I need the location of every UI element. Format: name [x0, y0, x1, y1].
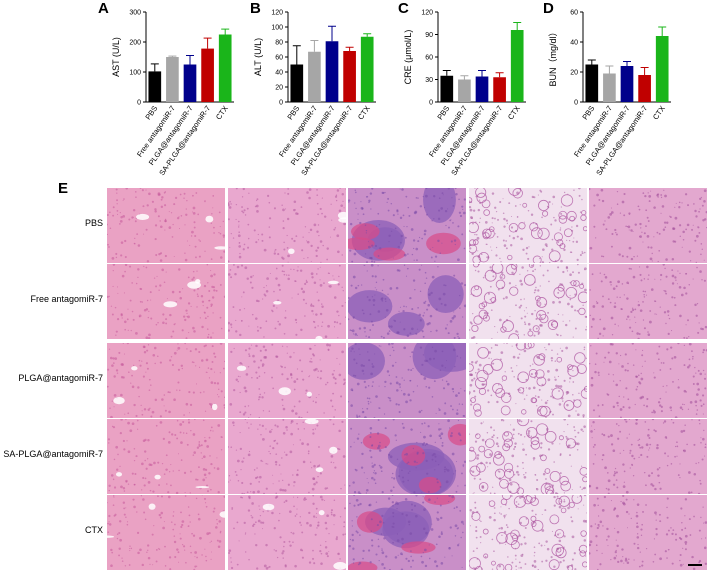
y-tick-label: 100 [271, 25, 283, 32]
bar [655, 36, 669, 102]
y-axis-label: ALT (U/L) [253, 38, 263, 76]
y-axis-label: AST (U/L) [111, 37, 121, 77]
histology-row-label: PBS [84, 218, 103, 228]
histology-image [589, 419, 707, 494]
panel-label-d: D [543, 0, 554, 17]
y-tick-label: 0 [137, 100, 141, 107]
histology-image [589, 495, 707, 570]
histology-image [469, 495, 587, 570]
y-axis-label: BUN（mg/dl） [548, 27, 558, 86]
bar [360, 36, 374, 102]
bar [510, 30, 524, 102]
histology-image [589, 188, 707, 263]
y-tick-label: 60 [425, 55, 433, 62]
histology-image [228, 188, 346, 263]
y-tick-label: 120 [271, 10, 283, 17]
bar [638, 75, 651, 102]
bar [475, 76, 489, 102]
y-tick-label: 60 [570, 10, 578, 17]
histology-image [107, 419, 225, 494]
bar [440, 75, 454, 102]
x-tick-label: PBS [435, 104, 451, 121]
bar [166, 57, 179, 102]
bar [620, 66, 634, 102]
histology-image [228, 264, 346, 339]
histology-image [348, 188, 466, 263]
histology-image [228, 343, 346, 418]
bar [308, 51, 321, 102]
histology-image [589, 343, 707, 418]
histology-image [348, 419, 466, 494]
y-tick-label: 0 [429, 100, 433, 107]
histology-image [107, 264, 225, 339]
x-tick-label: CTX [651, 104, 667, 121]
bar [183, 64, 197, 102]
bar [201, 48, 214, 102]
y-tick-label: 120 [421, 10, 433, 17]
scale-bar [688, 564, 702, 566]
x-tick-label: CTX [214, 104, 230, 121]
histology-image [348, 495, 466, 570]
y-tick-label: 90 [425, 32, 433, 39]
panel-label-c: C [398, 0, 409, 17]
y-tick-label: 0 [279, 100, 283, 107]
y-tick-label: 0 [574, 100, 578, 107]
y-tick-label: 100 [129, 70, 141, 77]
x-tick-label: CTX [506, 104, 522, 121]
histology-image [469, 188, 587, 263]
bar [458, 79, 471, 102]
x-tick-label: PBS [143, 104, 159, 121]
y-tick-label: 300 [129, 10, 141, 17]
bar [585, 64, 599, 102]
bar [325, 41, 339, 102]
histology-image [107, 343, 225, 418]
bar [290, 64, 304, 102]
x-tick-label: PBS [580, 104, 596, 121]
panel-label-a: A [98, 0, 109, 17]
y-tick-label: 20 [570, 70, 578, 77]
histology-image [589, 264, 707, 339]
y-axis-label: CRE (μmol/L) [403, 30, 413, 85]
histology-image [107, 188, 225, 263]
panel-label-e: E [58, 180, 69, 197]
histology-image [469, 419, 587, 494]
bar [343, 51, 356, 102]
histology-image [228, 495, 346, 570]
histology-image [469, 264, 587, 339]
histology-image [469, 343, 587, 418]
histology-image [348, 343, 466, 418]
y-tick-label: 20 [275, 85, 283, 92]
histology-image [228, 419, 346, 494]
histology-row-label: PLGA@antagomiR-7 [18, 373, 103, 383]
y-tick-label: 80 [275, 40, 283, 47]
y-tick-label: 200 [129, 40, 141, 47]
histology-row-label: SA-PLGA@antagomiR-7 [3, 449, 103, 459]
y-tick-label: 40 [570, 40, 578, 47]
bar [218, 34, 232, 102]
y-tick-label: 40 [275, 70, 283, 77]
histology-row-label: Free antagomiR-7 [30, 294, 103, 304]
histology-image [348, 264, 466, 339]
bar [148, 71, 162, 102]
bar [603, 73, 616, 102]
y-tick-label: 30 [425, 77, 433, 84]
x-tick-label: PBS [285, 104, 301, 121]
panel-label-b: B [250, 0, 261, 17]
x-tick-label: CTX [356, 104, 372, 121]
y-tick-label: 60 [275, 55, 283, 62]
bar [493, 77, 506, 102]
histology-image [107, 495, 225, 570]
histology-row-label: CTX [85, 525, 103, 535]
